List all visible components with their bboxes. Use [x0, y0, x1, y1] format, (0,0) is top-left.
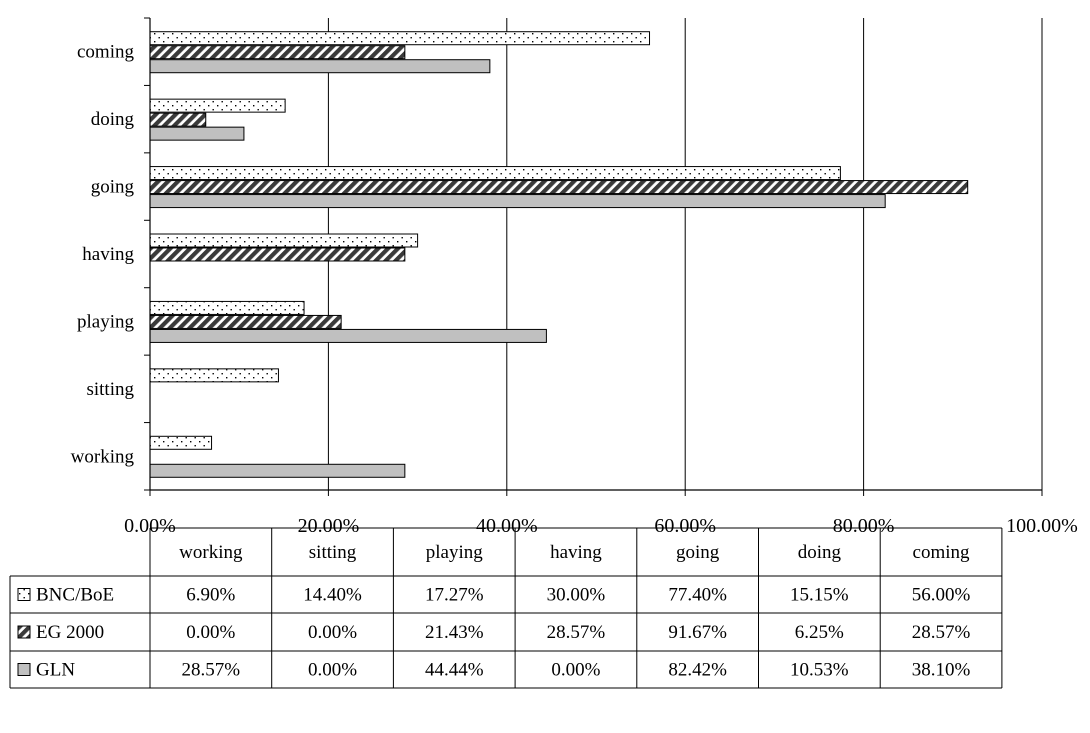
bar-bnc-boe	[149, 233, 419, 248]
bar-eg-2000	[149, 45, 406, 60]
table-cell: 0.00%	[308, 660, 357, 681]
table-cell: 15.15%	[790, 585, 849, 606]
bar-gln	[149, 328, 547, 343]
legend-key	[17, 663, 31, 676]
table-header: working	[179, 542, 243, 563]
table-cell: 21.43%	[425, 622, 484, 643]
legend-label: BNC/BoE	[36, 585, 114, 606]
category-label: sitting	[86, 379, 134, 400]
table-cell: 10.53%	[790, 660, 849, 681]
legend-label: GLN	[36, 660, 75, 681]
bar-bnc-boe	[149, 300, 305, 315]
bar-gln	[149, 194, 886, 209]
x-tick-label: 0.00%	[124, 515, 176, 537]
table-header: coming	[913, 542, 970, 563]
bar-bnc-boe	[149, 368, 279, 383]
table-header: going	[676, 542, 720, 563]
category-label: going	[91, 177, 135, 198]
x-tick-label: 20.00%	[298, 515, 360, 537]
bar-eg-2000	[149, 314, 342, 329]
bar-eg-2000	[149, 247, 406, 262]
table-header: doing	[798, 542, 842, 563]
bar-bnc-boe	[149, 166, 841, 181]
bar-gln	[149, 463, 406, 478]
table-header: sitting	[309, 542, 357, 563]
bar-gln	[149, 59, 491, 74]
table-cell: 0.00%	[186, 622, 235, 643]
table-cell: 6.25%	[795, 622, 844, 643]
gridlines	[327, 18, 1043, 490]
table-cell: 56.00%	[912, 585, 971, 606]
legend-label: EG 2000	[36, 622, 104, 643]
bar-gln	[149, 126, 245, 141]
table-cell: 44.44%	[425, 660, 484, 681]
data-table: working sitting playing having going doing com…	[9, 527, 1003, 689]
category-label: having	[82, 244, 134, 265]
legend-key	[17, 625, 31, 639]
table-cell: 28.57%	[912, 622, 971, 643]
bar-bnc-boe	[149, 435, 213, 450]
table-cell: 28.57%	[182, 660, 241, 681]
table-cell: 30.00%	[547, 585, 606, 606]
table-cell: 82.42%	[668, 660, 727, 681]
x-tick-label: 100.00%	[1006, 515, 1078, 537]
table-cell: 77.40%	[668, 585, 727, 606]
x-tick-label: 40.00%	[476, 515, 538, 537]
table-cell: 28.57%	[547, 622, 606, 643]
category-label: doing	[91, 109, 135, 130]
table-cell: 14.40%	[303, 585, 362, 606]
category-label: playing	[77, 311, 134, 332]
category-label: coming	[77, 42, 134, 63]
bar-bnc-boe	[149, 98, 286, 113]
axes	[144, 17, 1043, 496]
table-cell: 17.27%	[425, 585, 484, 606]
bar-bnc-boe	[149, 31, 651, 46]
bar-eg-2000	[149, 180, 969, 195]
x-tick-label: 80.00%	[833, 515, 895, 537]
bar-eg-2000	[149, 112, 207, 127]
table-cell: 0.00%	[551, 660, 600, 681]
table-cell: 0.00%	[308, 622, 357, 643]
legend-key	[17, 588, 31, 601]
bars	[149, 31, 969, 478]
table-cell: 38.10%	[912, 660, 971, 681]
table-cell: 91.67%	[668, 622, 727, 643]
x-tick-label: 60.00%	[654, 515, 716, 537]
labels: 0.00% 20.00% 40.00% 60.00% 80.00% 100.00% work…	[71, 42, 1078, 537]
table-header: having	[550, 542, 602, 563]
category-label: working	[71, 446, 135, 467]
table-header: playing	[426, 542, 483, 563]
table-cell: 6.90%	[186, 585, 235, 606]
